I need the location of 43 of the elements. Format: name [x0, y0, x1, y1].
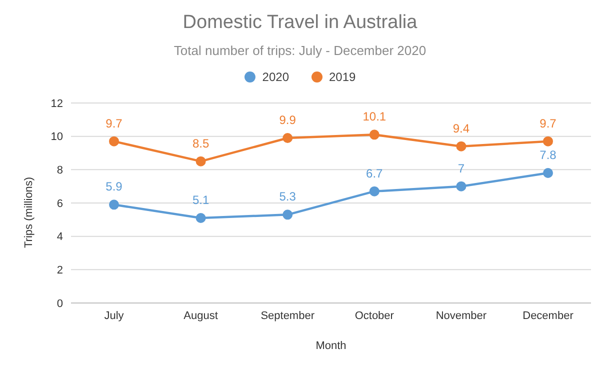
data-label: 7: [458, 161, 465, 176]
y-axis-title: Trips (millions): [22, 176, 35, 248]
chart-subtitle: Total number of trips: July - December 2020: [172, 43, 428, 58]
point: [456, 141, 466, 152]
point: [196, 156, 206, 166]
x-tick-label: October: [354, 310, 394, 322]
legend-label: 2020: [262, 70, 289, 84]
data-label: 9.7: [540, 116, 557, 130]
y-tick-label: 6: [56, 198, 63, 210]
y-tick-label: 2: [56, 264, 63, 277]
data-label: 6.7: [366, 166, 384, 180]
y-tick-label: 4: [56, 231, 63, 244]
data-label: 9.9: [279, 113, 296, 127]
point: [543, 136, 553, 146]
legend-label: 2019: [329, 70, 356, 84]
data-label: 9.4: [452, 121, 470, 136]
point: [369, 130, 380, 140]
point: [109, 136, 119, 146]
y-tick-label: 12: [50, 98, 63, 110]
x-tick-label: August: [184, 310, 218, 322]
y-tick-label: 0: [56, 298, 63, 310]
y-tick-label: 8: [56, 164, 63, 177]
point: [109, 200, 119, 210]
data-label: 10.1: [362, 110, 386, 124]
point: [369, 186, 380, 196]
x-tick-label: September: [260, 310, 315, 322]
x-axis-title: Month: [316, 340, 346, 352]
data-label: 8.5: [192, 136, 210, 150]
data-label: 5.1: [192, 193, 210, 207]
point: [543, 168, 553, 178]
x-tick-label: December: [522, 310, 574, 322]
data-label: 7.8: [540, 148, 557, 162]
x-tick-label: July: [104, 310, 124, 322]
point: [456, 181, 466, 192]
data-label: 9.7: [106, 116, 123, 130]
data-label: 5.9: [106, 180, 123, 194]
point: [282, 210, 293, 220]
y-tick-label: 10: [50, 131, 63, 144]
x-tick-label: November: [436, 310, 487, 322]
chart-title: Domestic Travel in Australia: [182, 12, 418, 34]
point: [196, 213, 206, 223]
data-label: 5.3: [279, 190, 296, 204]
point: [282, 133, 293, 143]
